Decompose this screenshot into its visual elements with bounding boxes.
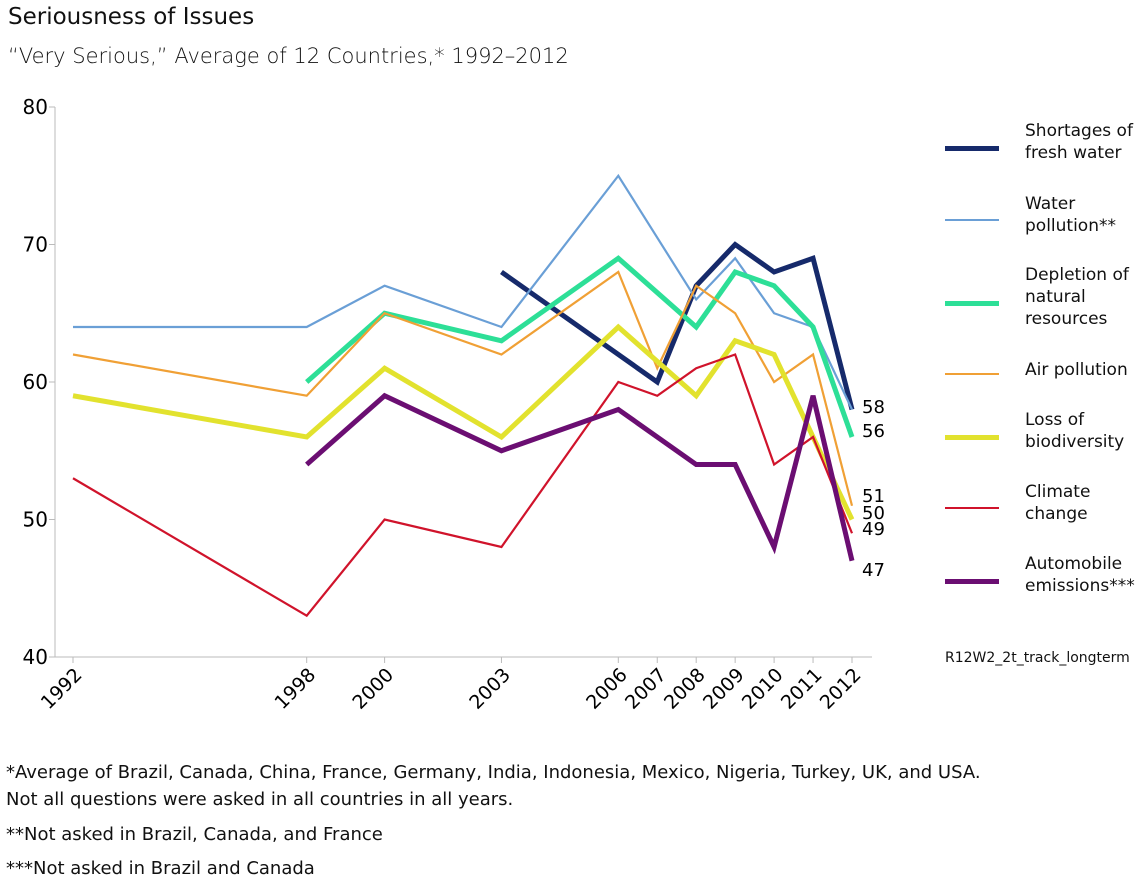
legend-swatch bbox=[945, 507, 999, 509]
x-tick-label: 1992 bbox=[37, 664, 87, 714]
legend-label: Water pollution** bbox=[1025, 194, 1116, 236]
footnote-2: Not all questions were asked in all coun… bbox=[6, 789, 514, 810]
end-label: 58 bbox=[862, 397, 885, 418]
legend-label: Climate change bbox=[1025, 482, 1091, 524]
series-line-1 bbox=[73, 173, 853, 410]
end-label: 56 bbox=[862, 421, 885, 442]
legend-label: Depletion of natural resources bbox=[1025, 265, 1129, 329]
footnote-4: ***Not asked in Brazil and Canada bbox=[6, 858, 315, 879]
series-line-3 bbox=[72, 270, 854, 507]
series-line-4 bbox=[72, 323, 855, 521]
legend-swatch bbox=[945, 579, 999, 584]
legend-label: Air pollution bbox=[1025, 360, 1128, 380]
legend-label: Shortages of fresh water bbox=[1025, 121, 1133, 163]
series-line-6 bbox=[305, 392, 855, 562]
legend-swatch bbox=[945, 301, 999, 306]
legend-swatch bbox=[945, 219, 999, 221]
y-tick-label: 50 bbox=[23, 508, 48, 532]
footnote-3: **Not asked in Brazil, Canada, and Franc… bbox=[6, 824, 383, 845]
end-label: 51 bbox=[862, 486, 885, 507]
x-tick-label: 2012 bbox=[816, 664, 866, 714]
x-tick-label: 2008 bbox=[660, 664, 710, 714]
legend-swatch bbox=[945, 373, 999, 375]
end-label: 50 bbox=[862, 503, 885, 524]
series-line-5 bbox=[72, 353, 854, 618]
legend-swatch bbox=[945, 435, 999, 440]
series-line-2 bbox=[305, 255, 855, 438]
y-tick-label: 60 bbox=[23, 370, 48, 394]
legend-label: Loss of biodiversity bbox=[1025, 410, 1125, 452]
footnote-1: *Average of Brazil, Canada, China, Franc… bbox=[6, 762, 981, 783]
y-tick-label: 40 bbox=[23, 645, 48, 669]
y-tick-label: 70 bbox=[23, 233, 48, 257]
x-tick-label: 2000 bbox=[348, 664, 398, 714]
end-label: 49 bbox=[862, 519, 885, 540]
x-tick-label: 2010 bbox=[738, 664, 788, 714]
end-label: 47 bbox=[862, 560, 885, 581]
x-tick-label: 2009 bbox=[699, 664, 749, 714]
x-tick-label: 2003 bbox=[465, 664, 515, 714]
x-tick-label: 2006 bbox=[582, 664, 632, 714]
chart-subtitle: “Very Serious,” Average of 12 Countries,… bbox=[8, 44, 569, 68]
y-tick-label: 80 bbox=[23, 95, 48, 119]
x-tick-label: 2011 bbox=[777, 664, 827, 714]
x-tick-label: 1998 bbox=[270, 664, 320, 714]
chart-title: Seriousness of Issues bbox=[8, 4, 255, 30]
legend-label: Automobile emissions*** bbox=[1025, 554, 1135, 596]
source-code: R12W2_2t_track_longterm bbox=[945, 650, 1130, 666]
legend-swatch bbox=[945, 146, 999, 151]
x-tick-label: 2007 bbox=[621, 664, 671, 714]
